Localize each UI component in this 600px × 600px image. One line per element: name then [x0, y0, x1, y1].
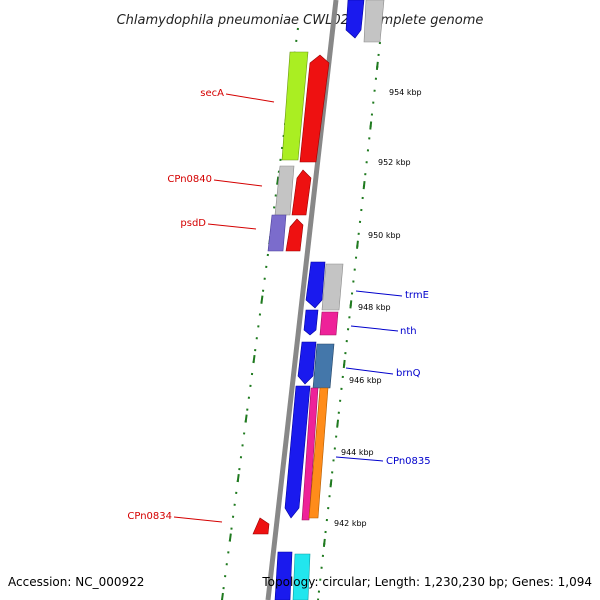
kbp-label: 946 kbp — [349, 376, 382, 385]
gene-trmE-inner[interactable] — [305, 261, 326, 309]
kbp-label: 942 kbp — [334, 519, 367, 528]
kbp-label: 952 kbp — [378, 158, 411, 167]
gene-CPn0835-outer[interactable] — [308, 387, 329, 519]
gene-secA-inner[interactable] — [281, 51, 309, 161]
gene-label-CPn0834[interactable]: CPn0834 — [127, 511, 172, 522]
reverse-gene-top-blue[interactable] — [345, 0, 365, 39]
reverse-gene-bottom-blue[interactable] — [274, 551, 293, 600]
kbp-label: 948 kbp — [358, 303, 391, 312]
gene-label-CPn0840[interactable]: CPn0840 — [167, 174, 212, 185]
forward-gene-labels: secA CPn0840 psdD CPn0834 — [127, 88, 275, 523]
gene-label-nth[interactable]: nth — [400, 326, 417, 337]
map-title: Chlamydophila pneumoniae CWL029, complet… — [117, 13, 484, 28]
gene-CPn0834[interactable] — [252, 517, 270, 535]
gene-brnQ-outer[interactable] — [312, 343, 335, 389]
kbp-label: 954 kbp — [389, 88, 422, 97]
genome-backbone — [265, 0, 339, 600]
gene-CPn0835-inner[interactable] — [284, 385, 311, 519]
reverse-gene-bottom-cyan[interactable] — [292, 553, 311, 600]
gene-label-psdD[interactable]: psdD — [180, 218, 206, 229]
gene-nth-inner[interactable] — [303, 309, 319, 336]
reverse-gene-top-gray[interactable] — [363, 0, 385, 43]
kbp-labels: 954 kbp 952 kbp 950 kbp 948 kbp 946 kbp … — [334, 88, 422, 528]
gene-CPn0835-pink[interactable] — [301, 387, 319, 521]
topology-text: Topology: circular; Length: 1,230,230 bp… — [261, 575, 592, 589]
gene-secA-outer[interactable] — [299, 54, 330, 163]
gene-psdD-outer[interactable] — [285, 218, 304, 252]
kbp-label: 950 kbp — [368, 231, 401, 240]
gene-CPn0840-outer[interactable] — [291, 169, 312, 216]
gene-label-CPn0835[interactable]: CPn0835 — [386, 456, 431, 467]
gene-label-trmE[interactable]: trmE — [405, 290, 429, 301]
gene-trmE-outer[interactable] — [321, 263, 344, 311]
accession-text: Accession: NC_000922 — [8, 575, 144, 589]
gene-label-brnQ[interactable]: brnQ — [396, 368, 421, 379]
gene-label-secA[interactable]: secA — [200, 88, 224, 99]
gene-nth-outer[interactable] — [319, 311, 339, 336]
gene-psdD-inner[interactable] — [267, 214, 287, 252]
kbp-label: 944 kbp — [341, 448, 374, 457]
gene-CPn0840-inner[interactable] — [274, 165, 295, 216]
gene-brnQ-inner[interactable] — [297, 341, 317, 385]
reverse-gene-labels: trmE nth brnQ CPn0835 — [335, 290, 431, 467]
